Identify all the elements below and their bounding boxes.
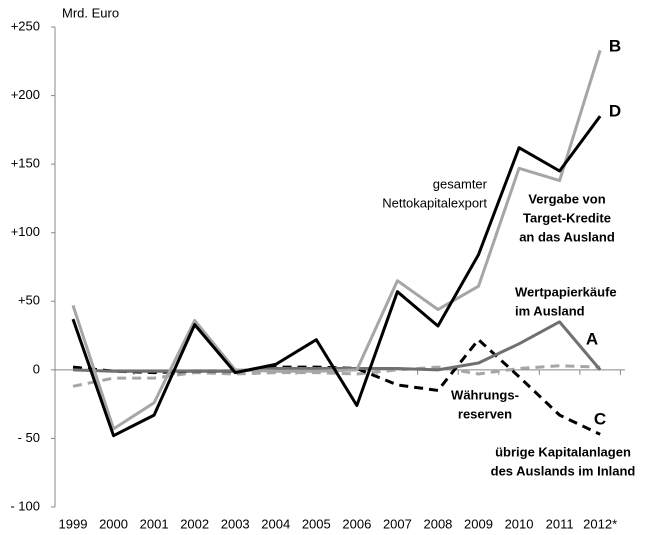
x-tick-label: 2002: [180, 516, 209, 531]
x-tick-label: 2008: [423, 516, 452, 531]
x-tick-label: 1999: [59, 516, 88, 531]
y-tick-label: +50: [18, 293, 40, 308]
y-tick-label: +150: [11, 156, 40, 171]
y-tick-label: 0: [33, 361, 40, 376]
x-tick-label: 2007: [383, 516, 412, 531]
x-tick-label: 2012*: [583, 516, 617, 531]
x-tick-label: 2001: [140, 516, 169, 531]
annotation: im Ausland: [515, 303, 585, 318]
annotation: übrige Kapitalanlagen: [495, 444, 631, 459]
series-line: [72, 320, 602, 373]
series-label: B: [609, 36, 621, 55]
x-tick-label: 2003: [221, 516, 250, 531]
series-line: [72, 338, 601, 436]
x-tick-label: 2010: [505, 516, 534, 531]
series-line: [71, 115, 602, 438]
series-label: C: [594, 409, 606, 428]
annotation: reserven: [458, 406, 512, 421]
x-tick-label: 2011: [546, 516, 574, 531]
x-tick-label: 2004: [261, 516, 290, 531]
annotation: Vergabe von: [528, 191, 605, 206]
x-tick-label: 2005: [302, 516, 331, 531]
y-tick-label: - 50: [18, 430, 40, 445]
series-label: A: [586, 329, 598, 348]
unit-label: Mrd. Euro: [62, 5, 119, 20]
annotation: des Auslands im Inland: [491, 463, 636, 478]
annotation: Wertpapierkäufe: [515, 284, 617, 299]
x-tick-label: 2009: [464, 516, 493, 531]
y-tick-label: +100: [11, 224, 40, 239]
series-line: [72, 364, 601, 388]
annotation: Target-Kredite: [523, 210, 611, 225]
x-tick-label: 2006: [342, 516, 371, 531]
annotation: Nettokapitalexport: [382, 195, 487, 210]
y-tick-label: +200: [11, 87, 40, 102]
annotation: an das Ausland: [519, 229, 615, 244]
annotation: gesamter: [433, 176, 488, 191]
x-tick-label: 2000: [99, 516, 128, 531]
series-label: D: [609, 101, 621, 120]
y-tick-label: - 100: [10, 498, 40, 513]
y-tick-label: +250: [11, 18, 40, 33]
annotation: Währungs-: [451, 387, 519, 402]
